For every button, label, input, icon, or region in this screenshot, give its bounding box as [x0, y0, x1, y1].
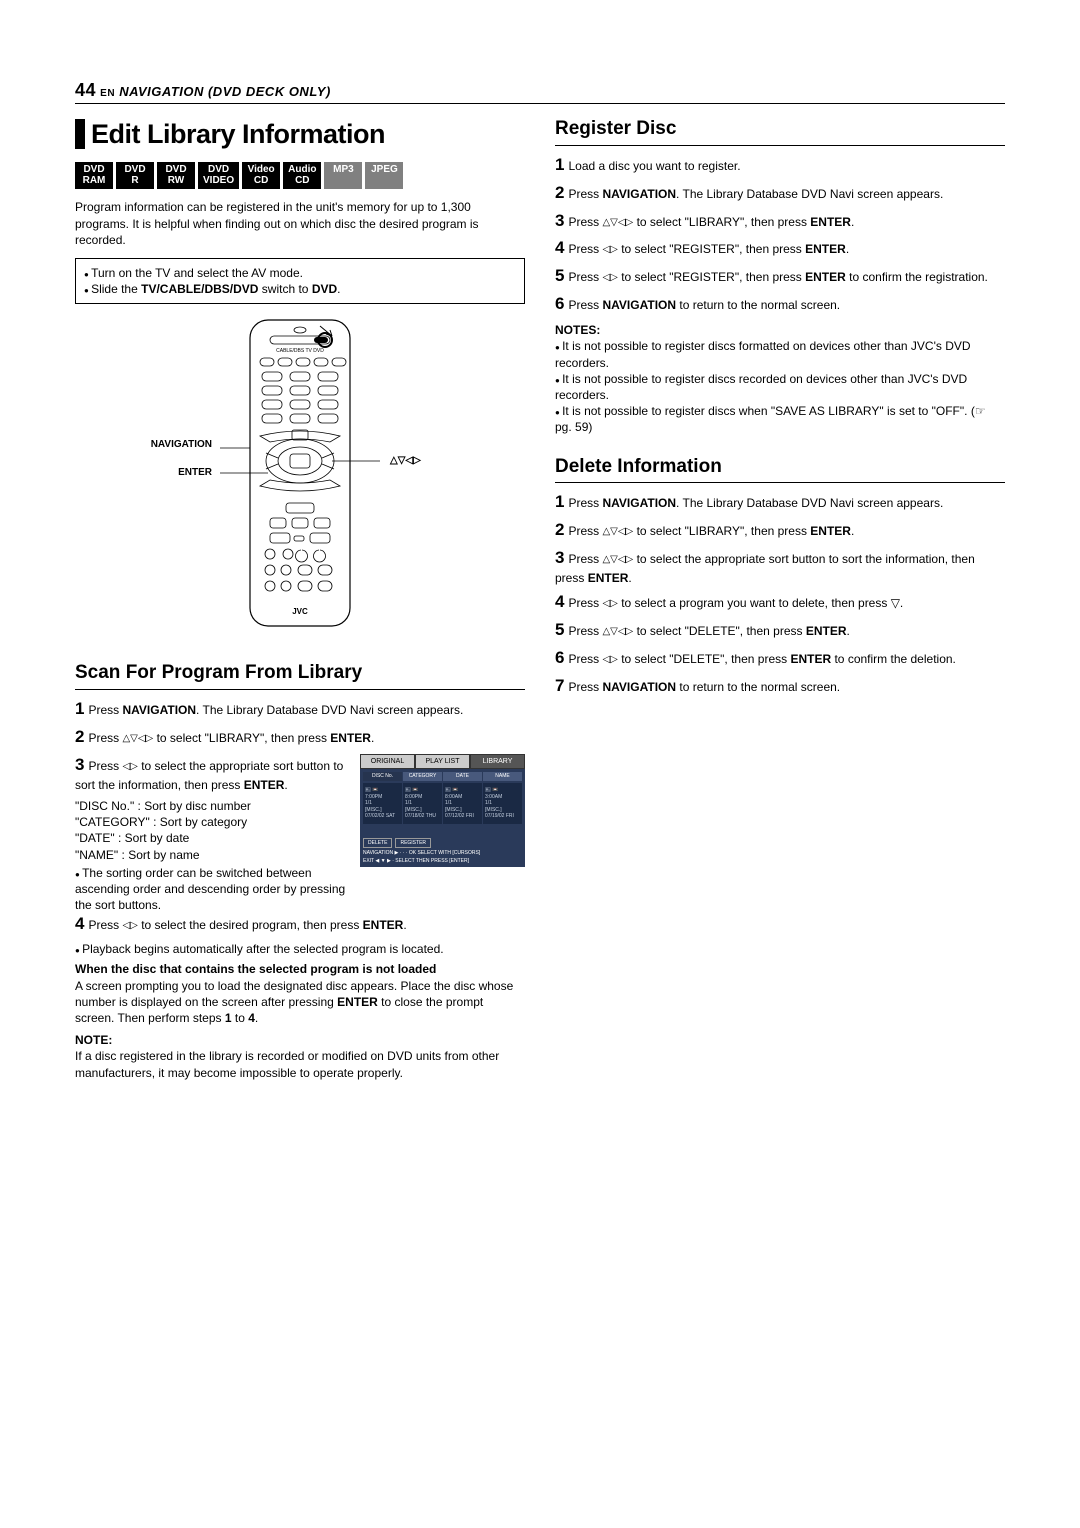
scan-step-3-note: The sorting order can be switched betwee…	[75, 865, 350, 914]
note-item: It is not possible to register discs whe…	[555, 403, 1005, 435]
svg-text:JVC: JVC	[292, 607, 308, 616]
del-step-4: 4Press ◁▷ to select a program you want t…	[555, 591, 1005, 614]
del-step-2: 2Press △▽◁▷ to select "LIBRARY", then pr…	[555, 519, 1005, 542]
svg-text:CABLE/DBS TV DVD: CABLE/DBS TV DVD	[276, 348, 324, 354]
header-rule	[75, 103, 1005, 104]
section-title: NAVIGATION (DVD DECK ONLY)	[119, 84, 331, 99]
left-column: Edit Library Information DVDRAMDVDRDVDRW…	[75, 116, 525, 1081]
del-step-7: 7Press NAVIGATION to return to the norma…	[555, 675, 1005, 698]
remote-nav-label: NAVIGATION	[151, 438, 212, 452]
remote-enter-label: ENTER	[178, 466, 212, 480]
remote-svg: CABLE/DBS TV DVD	[220, 318, 380, 628]
scan-step-1: 1Press NAVIGATION. The Library Database …	[75, 698, 525, 721]
reg-step-6: 6Press NAVIGATION to return to the norma…	[555, 293, 1005, 316]
format-badge: DVDVIDEO	[198, 162, 239, 189]
note-item: It is not possible to register discs for…	[555, 338, 1005, 370]
prep-item: Slide the TV/CABLE/DBS/DVD switch to DVD…	[84, 281, 516, 297]
scan-step-3-block: 3Press ◁▷ to select the appropriate sort…	[75, 754, 525, 913]
scan-step-4-note: Playback begins automatically after the …	[75, 941, 525, 957]
format-badge: DVDRW	[157, 162, 195, 189]
scan-heading: Scan For Program From Library	[75, 660, 525, 690]
intro-text: Program information can be registered in…	[75, 199, 525, 248]
title-bar	[75, 119, 85, 149]
title-row: Edit Library Information	[75, 116, 525, 152]
reg-step-2: 2Press NAVIGATION. The Library Database …	[555, 182, 1005, 205]
scan-note-head: NOTE:	[75, 1032, 525, 1048]
scan-step-3: 3Press ◁▷ to select the appropriate sort…	[75, 754, 350, 793]
reg-notes-head: NOTES:	[555, 322, 1005, 338]
format-badge: DVDR	[116, 162, 154, 189]
del-step-5: 5Press △▽◁▷ to select "DELETE", then pre…	[555, 619, 1005, 642]
library-screenshot: ORIGINALPLAY LISTLIBRARY DISC No.CATEGOR…	[360, 754, 525, 867]
page-title: Edit Library Information	[91, 116, 385, 152]
page-header: 44 EN NAVIGATION (DVD DECK ONLY)	[75, 80, 1005, 101]
scan-final-note: If a disc registered in the library is r…	[75, 1048, 525, 1080]
prep-item: Turn on the TV and select the AV mode.	[84, 265, 516, 281]
format-badge: AudioCD	[283, 162, 321, 189]
page-lang: EN	[100, 88, 115, 99]
del-step-3: 3Press △▽◁▷ to select the appropriate so…	[555, 547, 1005, 586]
delete-heading: Delete Information	[555, 454, 1005, 484]
right-column: Register Disc 1Load a disc you want to r…	[555, 116, 1005, 1081]
format-badge: DVDRAM	[75, 162, 113, 189]
scan-not-loaded-body: A screen prompting you to load the desig…	[75, 978, 525, 1027]
format-badge: VideoCD	[242, 162, 280, 189]
prep-list: Turn on the TV and select the AV mode.Sl…	[84, 265, 516, 297]
prep-box: Turn on the TV and select the AV mode.Sl…	[75, 258, 525, 304]
page-number: 44	[75, 80, 96, 100]
remote-dir-label: △▽◁▷	[390, 454, 421, 468]
reg-notes-list: It is not possible to register discs for…	[555, 338, 1005, 435]
format-badge: MP3	[324, 162, 362, 189]
format-badges: DVDRAMDVDRDVDRWDVDVIDEOVideoCDAudioCDMP3…	[75, 162, 525, 189]
format-badge: JPEG	[365, 162, 403, 189]
note-item: It is not possible to register discs rec…	[555, 371, 1005, 403]
reg-step-5: 5Press ◁▷ to select "REGISTER", then pre…	[555, 265, 1005, 288]
del-step-1: 1Press NAVIGATION. The Library Database …	[555, 491, 1005, 514]
scan-sort-options: "DISC No." : Sort by disc number"CATEGOR…	[75, 798, 350, 863]
register-heading: Register Disc	[555, 116, 1005, 146]
scan-not-loaded-head: When the disc that contains the selected…	[75, 961, 525, 977]
remote-illustration: CABLE/DBS TV DVD	[75, 318, 525, 638]
del-step-6: 6Press ◁▷ to select "DELETE", then press…	[555, 647, 1005, 670]
reg-step-3: 3Press △▽◁▷ to select "LIBRARY", then pr…	[555, 210, 1005, 233]
scan-step-2: 2Press △▽◁▷ to select "LIBRARY", then pr…	[75, 726, 525, 749]
reg-step-4: 4Press ◁▷ to select "REGISTER", then pre…	[555, 237, 1005, 260]
reg-step-1: 1Load a disc you want to register.	[555, 154, 1005, 177]
scan-step-4: 4Press ◁▷ to select the desired program,…	[75, 913, 525, 936]
